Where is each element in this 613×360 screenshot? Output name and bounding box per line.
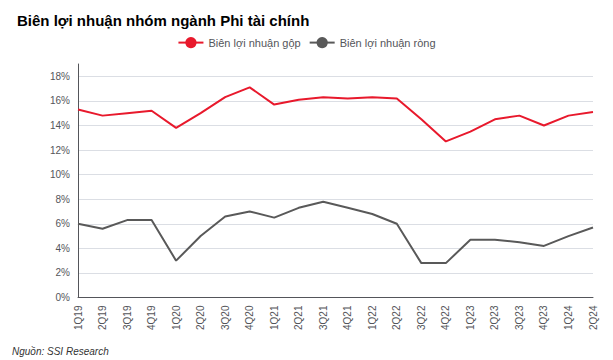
svg-text:4Q22: 4Q22	[440, 305, 451, 330]
svg-text:4Q23: 4Q23	[538, 305, 549, 330]
svg-text:2Q22: 2Q22	[391, 305, 402, 330]
svg-text:2Q20: 2Q20	[195, 305, 206, 330]
svg-text:4Q20: 4Q20	[244, 305, 255, 330]
svg-text:Biên lợi nhuận nhóm ngành Phi: Biên lợi nhuận nhóm ngành Phi tài chính	[17, 12, 309, 29]
svg-text:1Q21: 1Q21	[269, 305, 280, 330]
svg-text:1Q20: 1Q20	[171, 305, 182, 330]
svg-text:2Q23: 2Q23	[489, 305, 500, 330]
svg-text:1Q19: 1Q19	[73, 305, 84, 330]
svg-text:12%: 12%	[50, 145, 70, 156]
svg-text:8%: 8%	[56, 194, 71, 205]
svg-text:1Q22: 1Q22	[367, 305, 378, 330]
svg-text:18%: 18%	[50, 71, 70, 82]
svg-text:2Q19: 2Q19	[97, 305, 108, 330]
svg-text:4%: 4%	[56, 243, 71, 254]
svg-text:2Q24: 2Q24	[588, 305, 599, 330]
svg-text:10%: 10%	[50, 169, 70, 180]
svg-text:Biên lợi nhuận gộp: Biên lợi nhuận gộp	[208, 37, 300, 49]
svg-text:14%: 14%	[50, 120, 70, 131]
svg-text:3Q21: 3Q21	[318, 305, 329, 330]
svg-text:6%: 6%	[56, 218, 71, 229]
svg-text:2Q21: 2Q21	[293, 305, 304, 330]
svg-text:Nguồn: SSI Research: Nguồn: SSI Research	[12, 346, 109, 357]
svg-text:0%: 0%	[56, 292, 71, 303]
svg-text:3Q20: 3Q20	[220, 305, 231, 330]
svg-text:16%: 16%	[50, 95, 70, 106]
svg-text:4Q19: 4Q19	[146, 305, 157, 330]
svg-text:1Q23: 1Q23	[465, 305, 476, 330]
svg-text:4Q21: 4Q21	[342, 305, 353, 330]
svg-text:3Q23: 3Q23	[514, 305, 525, 330]
svg-text:2%: 2%	[56, 267, 71, 278]
svg-text:1Q24: 1Q24	[563, 305, 574, 330]
svg-text:3Q19: 3Q19	[122, 305, 133, 330]
svg-text:Biên lợi nhuận ròng: Biên lợi nhuận ròng	[340, 37, 436, 49]
svg-text:3Q22: 3Q22	[416, 305, 427, 330]
